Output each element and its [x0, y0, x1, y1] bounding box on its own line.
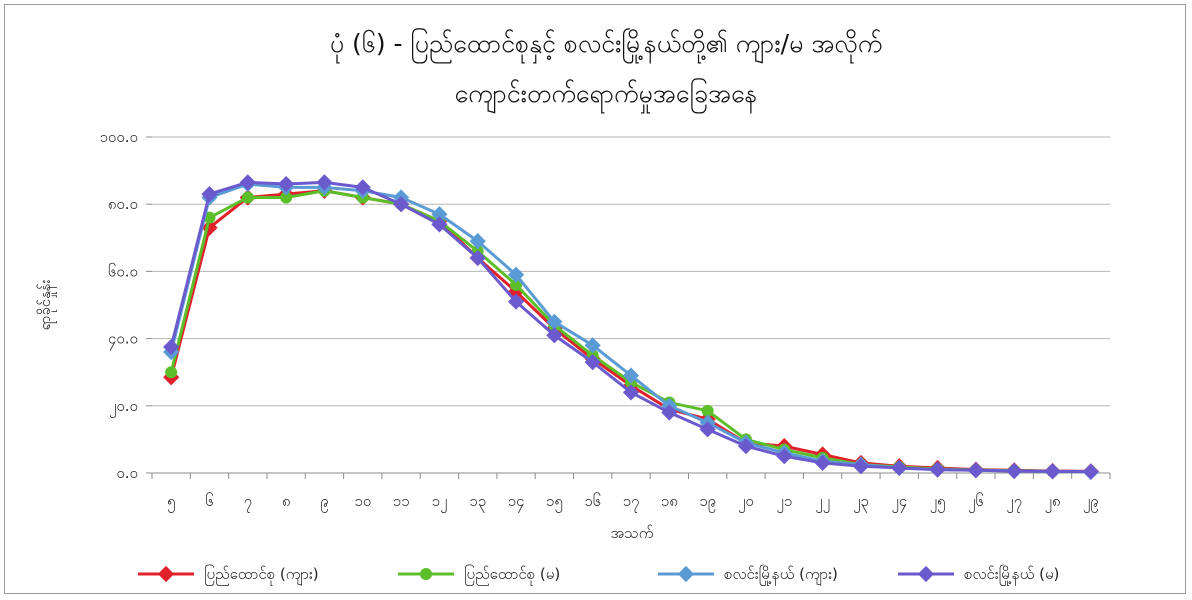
x-tick-label: ၂၀ [738, 492, 754, 513]
data-point [507, 293, 525, 310]
data-point [239, 174, 256, 191]
y-tick-label: ၈၀.၀ [108, 195, 138, 213]
chart-title-line-1: ပုံ (၆) - ပြည်ထောင်စုနှင့် စလင်းမြို့နယ်… [330, 28, 882, 64]
series-layer [163, 174, 1099, 481]
series-line [169, 182, 1091, 474]
legend-label: စလင်းမြို့နယ် (မ) [964, 564, 1059, 586]
y-tick-label: ၆၀.၀ [108, 262, 138, 280]
y-axis-label: ရာခိုင်နှုန်း [36, 279, 57, 330]
x-axis-label: အသက် [611, 524, 654, 542]
data-point [278, 175, 295, 193]
data-point [967, 462, 984, 479]
data-point [431, 206, 448, 223]
x-tick-label: ၁၄ [508, 492, 525, 513]
data-point [584, 354, 601, 371]
data-point [469, 249, 486, 267]
data-point [622, 367, 640, 384]
gridlines [146, 136, 1111, 479]
series-line [169, 189, 1091, 474]
legend-item-4: စလင်းမြို့နယ် (မ) [898, 564, 1059, 586]
legend: ပြည်ထောင်စု (ကျား) ပြည်ထောင်စု (မ) စလင်းမြ… [138, 564, 1059, 586]
data-point [1044, 463, 1061, 480]
series-line [169, 189, 1091, 473]
x-tick-label: ၂၄ [891, 492, 907, 513]
data-point [776, 448, 793, 465]
data-point [280, 191, 293, 204]
series-line [169, 180, 1091, 474]
data-point [699, 421, 716, 438]
x-axis-ticks: ၅ ၆ ၇ ၈ ၉ ၁၀ ၁၁ ၁၂ ၁၃ ၁၄ ၁၅ ၁၆ ၁၇ ၁၈ ၁၉ ၂၀ ၂၁ ၂၂ ၂၃ ၂၄ ၂၅ ၂၆ ၂… [167, 492, 1099, 513]
data-point [201, 186, 218, 203]
legend-marker [420, 568, 432, 580]
y-tick-label: ၄၀.၀ [108, 330, 138, 351]
series-4 [163, 174, 1099, 480]
data-point [622, 384, 640, 401]
data-point [1006, 462, 1023, 480]
legend-marker [677, 565, 695, 583]
legend-item-2: ပြည်ထောင်စု (မ) [398, 564, 560, 586]
x-tick-label: ၁၈ [661, 492, 678, 510]
x-tick-label: ၂၆ [968, 492, 984, 513]
data-point [316, 174, 333, 191]
x-tick-label: ၈ [282, 492, 291, 510]
x-tick-label: ၁၉ [699, 492, 716, 513]
x-tick-label: ၁၀ [354, 492, 371, 510]
legend-item-1: ပြည်ထောင်စု (ကျား) [138, 564, 319, 586]
x-tick-label: ၁၃ [469, 492, 486, 513]
data-point [929, 461, 946, 478]
legend-item-3: စလင်းမြို့နယ် (ကျား) [658, 564, 838, 586]
data-point [814, 454, 831, 472]
data-point [737, 438, 755, 455]
data-point [891, 459, 908, 477]
x-tick-label: ၁၂ [431, 492, 447, 513]
chart-title-line-2: ကျောင်းတက်ရောက်မှုအခြေအနေ [455, 78, 758, 113]
y-tick-label: ၂၀.၀ [109, 397, 138, 418]
chart-frame [4, 4, 1186, 594]
legend-label: စလင်းမြို့နယ် (ကျား) [724, 564, 838, 586]
data-point [469, 233, 486, 250]
legend-marker [917, 565, 935, 583]
x-tick-label: ၁၆ [584, 492, 601, 510]
x-tick-label: ၉ [320, 492, 328, 513]
y-tick-label: ၁၀၀.၀ [99, 128, 138, 146]
data-point [165, 366, 178, 379]
data-point [354, 179, 371, 196]
x-tick-label: ၂၈ [1045, 492, 1061, 513]
legend-label: ပြည်ထောင်စု (ကျား) [204, 564, 319, 586]
data-point [241, 191, 254, 204]
series-3 [163, 175, 1099, 481]
x-tick-label: ၁၁ [393, 492, 410, 510]
data-point [510, 278, 523, 291]
x-tick-label: ၇ [244, 492, 252, 513]
x-tick-label: ၅ [167, 492, 175, 513]
x-tick-label: ၂၉ [1083, 492, 1099, 513]
data-point [546, 327, 563, 344]
y-axis-ticks: ၀.၀ ၂၀.၀ ၄၀.၀ ၆၀.၀ ၈၀.၀ ၁၀၀.၀ [99, 128, 138, 482]
data-point [546, 313, 563, 330]
data-point [163, 338, 180, 356]
data-point [584, 337, 601, 354]
x-tick-label: ၆ [205, 492, 213, 510]
x-tick-label: ၂၅ [930, 492, 946, 513]
data-point [392, 196, 410, 213]
series-2 [165, 184, 1097, 478]
legend-label: ပြည်ထောင်စု (မ) [464, 564, 560, 586]
x-tick-label: ၂၁ [776, 492, 792, 513]
x-tick-label: ၁၅ [546, 492, 563, 513]
data-point [852, 458, 870, 475]
x-tick-label: ၁၇ [623, 492, 640, 513]
data-point [507, 266, 525, 283]
x-tick-label: ၂၃ [853, 492, 869, 513]
data-point [431, 216, 448, 233]
series-1 [163, 182, 1099, 480]
data-point [701, 404, 714, 417]
x-tick-label: ၂၂ [815, 492, 830, 513]
legend-marker [157, 565, 175, 583]
y-tick-label: ၀.၀ [116, 464, 138, 482]
data-point [661, 404, 678, 421]
x-tick-label: ၂၇ [1006, 492, 1022, 513]
data-point [1082, 463, 1099, 480]
